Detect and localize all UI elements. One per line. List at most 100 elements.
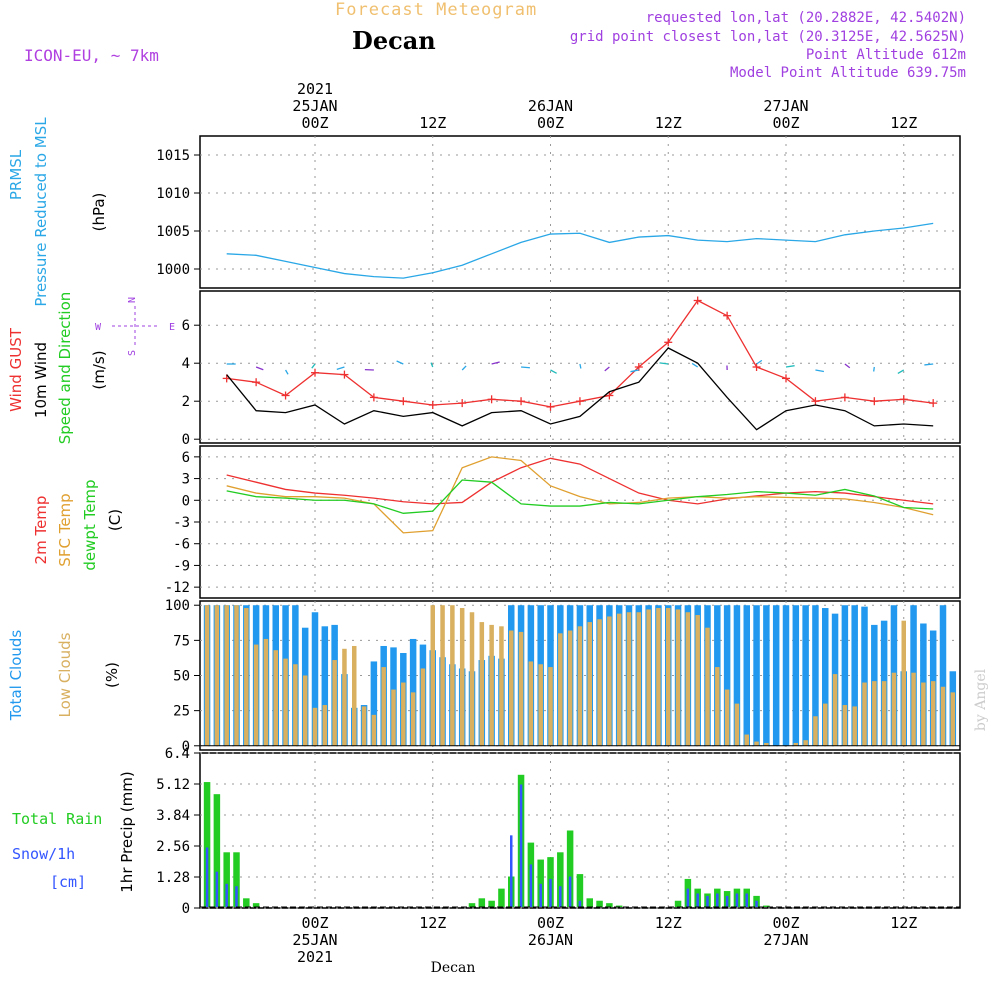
- y-tick-label: 0: [182, 493, 190, 509]
- bottom-time-label: 27JAN: [763, 931, 808, 949]
- rain-bar: [537, 859, 544, 907]
- low-cloud-bar: [646, 609, 651, 746]
- low-cloud-bar: [597, 619, 602, 746]
- snow-bar: [529, 864, 533, 907]
- rain-bar: [566, 830, 574, 907]
- panel-frame: [199, 290, 961, 444]
- y-tick-label: 25: [173, 704, 190, 720]
- bottom-time-label: 00Z: [772, 914, 799, 932]
- total-cloud-bar: [822, 608, 829, 746]
- panel-wind: 0 2 4 6: [182, 290, 961, 448]
- watermark: by Angel: [973, 668, 989, 731]
- low-cloud-bar: [244, 608, 249, 746]
- compass-s: S: [127, 350, 138, 356]
- model-label: ICON-EU, ~ 7km: [24, 46, 159, 65]
- snow-bar: [559, 886, 562, 907]
- low-cloud-bar: [754, 741, 759, 746]
- y-tick-label: -12: [165, 580, 190, 596]
- low-cloud-bar: [322, 705, 328, 746]
- y-tick-label: 1010: [156, 186, 190, 202]
- wind-direction-arrow: [897, 369, 905, 374]
- snow-bar: [215, 871, 219, 907]
- rain-bar: [468, 903, 476, 907]
- wind-direction-arrow: [691, 362, 699, 368]
- low-cloud-bar: [459, 608, 465, 746]
- total-cloud-bar: [939, 605, 947, 746]
- total-cloud-bar: [733, 605, 741, 746]
- wind-direction-arrow: [844, 363, 851, 369]
- y-tick-label: 6: [182, 318, 190, 334]
- precip-unit: 1hr Precip (mm): [118, 771, 136, 892]
- bottom-time-label: 12Z: [655, 914, 682, 932]
- low-cloud-bar: [832, 674, 838, 746]
- bottom-time-label: 12Z: [890, 914, 917, 932]
- cloud-unit: (%): [103, 662, 121, 688]
- low-cloud-bar: [361, 706, 367, 746]
- low-cloud-bar: [577, 626, 583, 746]
- rain-bar: [223, 852, 230, 907]
- low-cloud-bar: [450, 605, 455, 746]
- total-cloud-bar: [321, 626, 329, 746]
- wind-direction-arrow: [311, 363, 316, 369]
- y-tick-label: 0: [182, 739, 190, 755]
- y-tick-label: -6: [173, 537, 190, 553]
- low-cloud-bar: [872, 681, 877, 746]
- low-cloud-bar: [224, 605, 229, 746]
- low-cloud-bar: [911, 672, 916, 746]
- low-cloud-bar: [842, 705, 848, 746]
- low-cloud-bar: [381, 667, 386, 746]
- low-cloud-bar: [312, 707, 318, 746]
- rain-bar: [674, 900, 682, 907]
- low-cloud-bar: [558, 633, 563, 746]
- top-time-label: 27JAN: [763, 97, 808, 115]
- snow-bar: [568, 876, 572, 907]
- requested-coords: requested lon,lat (20.2882E, 42.5402N): [645, 10, 966, 26]
- snow-bar: [519, 784, 523, 907]
- snow-bar: [578, 900, 582, 907]
- snow-bar: [686, 888, 690, 907]
- low-cloud-bar: [685, 612, 691, 746]
- low-cloud-bar: [587, 622, 592, 746]
- low-cloud-bar: [401, 682, 406, 746]
- snow-bar: [696, 893, 699, 907]
- point-altitude: Point Altitude 612m: [805, 47, 966, 63]
- low-cloud-bar: [253, 644, 259, 746]
- wind-direction-arrow: [255, 366, 264, 371]
- total-cloud-bar: [763, 605, 770, 746]
- low-cloud-bar: [352, 645, 357, 746]
- top-time-label: 2021: [297, 80, 333, 98]
- low-cloud-bar: [273, 650, 278, 746]
- cloud-label-total: Total Clouds: [7, 630, 25, 722]
- compass-w: W: [95, 322, 102, 333]
- rain-bar: [488, 900, 495, 907]
- total-cloud-bar: [311, 612, 319, 746]
- wind-direction-arrow: [491, 361, 500, 365]
- low-cloud-bar: [764, 742, 769, 746]
- location-name: Decan: [352, 26, 436, 55]
- top-time-label: 12Z: [419, 114, 446, 132]
- low-cloud-bar: [813, 716, 818, 746]
- low-cloud-bar: [420, 668, 426, 746]
- snow-bar: [235, 886, 238, 907]
- precip-label-snow: Snow/1h: [12, 845, 75, 863]
- low-cloud-bar: [881, 681, 887, 746]
- y-tick-label: -3: [173, 515, 190, 531]
- temp-sfc-line: [226, 456, 934, 534]
- rain-bar: [478, 898, 486, 907]
- wind-direction-arrow: [336, 366, 345, 371]
- low-cloud-bar: [430, 605, 435, 746]
- top-time-label: 00Z: [537, 114, 564, 132]
- low-cloud-bar: [626, 612, 632, 746]
- top-time-label: 12Z: [890, 114, 917, 132]
- rain-bar: [243, 898, 250, 907]
- rain-bar: [576, 874, 584, 907]
- temp-unit: (C): [106, 509, 124, 531]
- gridpoint-coords: grid point closest lon,lat (20.3125E, 42…: [569, 29, 966, 45]
- low-cloud-bar: [823, 703, 828, 746]
- y-tick-label: 1015: [156, 148, 190, 164]
- total-cloud-bar: [812, 605, 819, 746]
- rain-bar: [615, 905, 623, 907]
- total-cloud-bar: [861, 606, 868, 746]
- y-tick-label: 0: [182, 901, 190, 917]
- wind-direction-arrow: [815, 369, 825, 373]
